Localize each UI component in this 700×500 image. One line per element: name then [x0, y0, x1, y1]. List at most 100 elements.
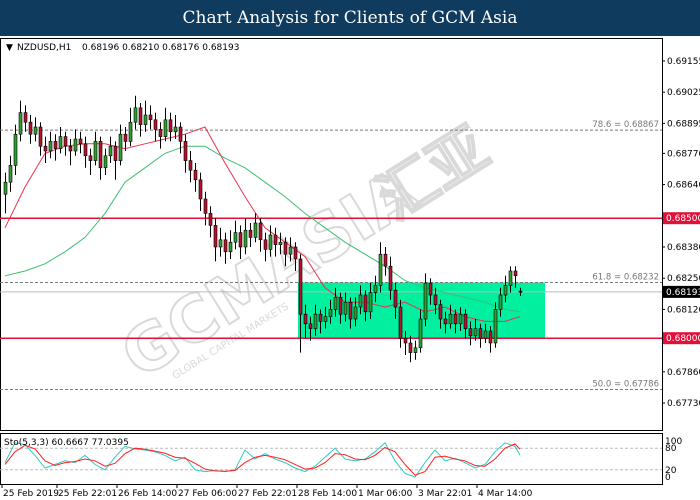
candle-body-bull [243, 229, 248, 248]
candle [193, 163, 198, 192]
candle-body-bear [158, 129, 163, 137]
candle [223, 232, 228, 264]
candle [163, 107, 168, 142]
candle-body-bear [518, 290, 523, 293]
candle [148, 105, 153, 130]
candle [458, 307, 463, 331]
candle [168, 112, 173, 142]
candle-body-bear [298, 258, 303, 315]
candle-body-bull [163, 119, 168, 137]
candle [88, 148, 93, 175]
stochastic-signal-line [4, 443, 521, 476]
candle [188, 151, 193, 183]
symbol-header-arrow[interactable]: ▼ [6, 43, 13, 53]
candle [83, 136, 88, 168]
candle-body-bear [403, 337, 408, 344]
fib-level-label: 78.6 = 0.68867 [592, 120, 659, 130]
candle [398, 299, 403, 348]
candle-body-bear [468, 328, 473, 337]
candle [198, 172, 203, 211]
candle [293, 242, 298, 271]
candle [358, 285, 363, 315]
stochastic-tick-label: 20 [665, 466, 677, 476]
candle-body-bear [433, 294, 438, 305]
candle-body-bull [93, 141, 98, 161]
candle-body-bear [88, 155, 93, 161]
candle [28, 115, 33, 144]
candle [158, 122, 163, 149]
candle-body-bull [503, 285, 508, 296]
candle [503, 275, 508, 303]
candle [298, 254, 303, 353]
candle-body-bear [338, 297, 343, 315]
candle-body-bear [43, 145, 48, 152]
candle-body-bull [508, 270, 513, 286]
candle-body-bull [288, 246, 293, 255]
candle [78, 131, 83, 154]
candle [348, 297, 353, 329]
candle-body-bull [343, 301, 348, 315]
candle [173, 115, 178, 139]
fib-level-label: 61.8 = 0.68232 [592, 273, 659, 283]
candle-body-bear [178, 126, 183, 142]
candle [408, 335, 413, 363]
stochastic-label: Sto(5,3,3) 60.6667 77.0395 [4, 438, 129, 448]
candle [333, 287, 338, 317]
candle [428, 278, 433, 305]
candle-body-bull [328, 309, 333, 317]
candle [423, 273, 428, 327]
candle-body-bull [18, 112, 23, 135]
candle [8, 155, 13, 192]
candle [498, 287, 503, 317]
y-tick-label: 0.69025 [667, 88, 700, 98]
candle-body-bull [143, 114, 148, 125]
candle [433, 287, 438, 315]
candle-body-bear [363, 294, 368, 313]
candle [58, 127, 63, 154]
candle-body-bear [308, 323, 313, 329]
candle [128, 107, 133, 147]
candle [3, 172, 8, 214]
current-price-label: 0.68193 [666, 288, 700, 298]
candle-body-bear [398, 306, 403, 339]
candle [473, 319, 478, 341]
candle [363, 290, 368, 322]
level-price-label: 0.68500 [666, 214, 700, 224]
candle-body-bull [473, 328, 478, 337]
candle-body-bull [118, 133, 123, 161]
candle [238, 225, 243, 259]
x-tick-label: 25 Feb 22:01 [58, 489, 117, 499]
candle-body-bear [463, 313, 468, 329]
candle-body-bear [78, 138, 83, 145]
candle-body-bull [108, 145, 113, 157]
candle-body-bear [153, 119, 158, 130]
fib-level-label: 50.0 = 0.67786 [592, 380, 659, 390]
candle [443, 311, 448, 334]
candle [53, 134, 58, 161]
candle [388, 256, 393, 300]
candle-body-bull [103, 155, 108, 169]
candle-body-bull [483, 330, 488, 339]
candle [468, 321, 473, 346]
candle-body-bear [53, 141, 58, 149]
candle-body-bear [348, 301, 353, 320]
candle-body-bear [203, 198, 208, 214]
candle [453, 309, 458, 334]
candle [518, 287, 523, 296]
candle-body-bear [213, 225, 218, 248]
candle-body-bear [513, 270, 518, 277]
candle [243, 218, 248, 255]
candle-body-bull [218, 239, 223, 248]
candle [13, 124, 18, 175]
candle [183, 134, 188, 173]
candle [248, 223, 253, 247]
candle-body-bear [408, 342, 413, 353]
candle-body-bear [453, 313, 458, 325]
stochastic-main-line [4, 442, 521, 478]
candle [123, 127, 128, 151]
